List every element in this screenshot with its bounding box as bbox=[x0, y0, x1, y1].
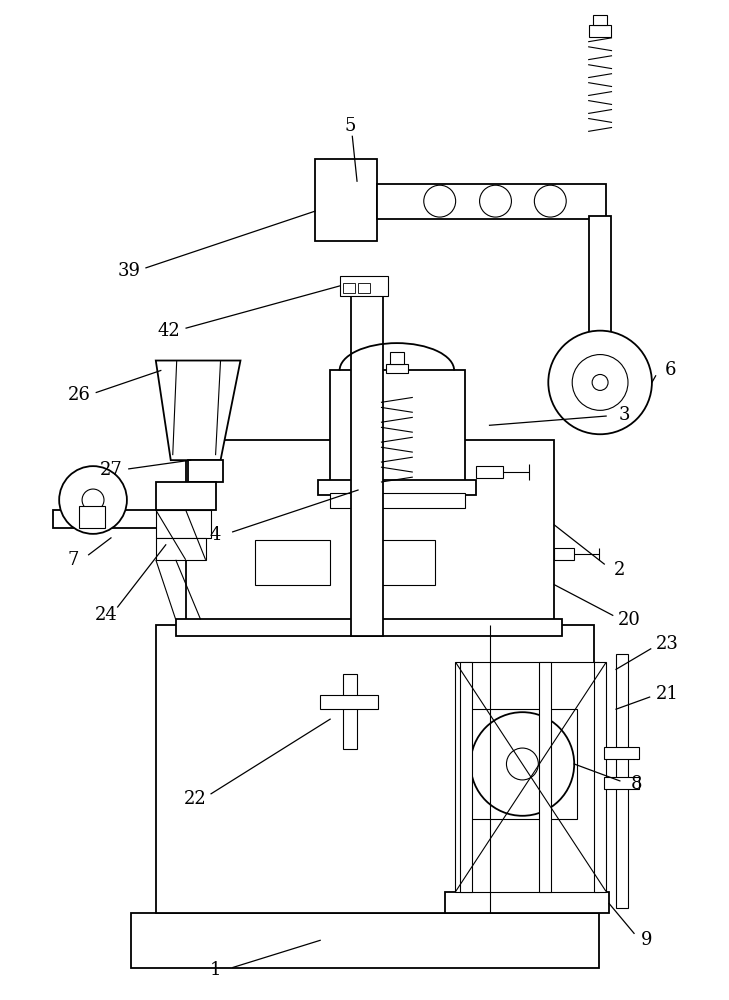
Bar bbox=[445, 892, 609, 913]
Bar bbox=[386, 364, 408, 373]
Text: 21: 21 bbox=[655, 685, 678, 703]
Bar bbox=[340, 276, 388, 296]
Bar bbox=[351, 278, 383, 636]
Text: 39: 39 bbox=[117, 262, 141, 280]
Circle shape bbox=[82, 489, 104, 511]
Bar bbox=[475, 466, 504, 478]
Text: 27: 27 bbox=[100, 461, 122, 479]
Bar bbox=[467, 709, 577, 819]
Circle shape bbox=[592, 374, 608, 390]
Text: 22: 22 bbox=[184, 790, 207, 808]
Bar bbox=[616, 654, 628, 908]
Bar bbox=[390, 352, 404, 364]
Bar bbox=[156, 625, 594, 913]
Bar bbox=[320, 695, 378, 709]
Bar bbox=[455, 662, 599, 892]
Text: 24: 24 bbox=[95, 606, 117, 624]
Circle shape bbox=[572, 355, 628, 410]
Bar bbox=[358, 283, 370, 293]
Bar bbox=[593, 15, 607, 25]
Bar bbox=[360, 540, 434, 585]
Bar bbox=[318, 480, 475, 495]
Text: 6: 6 bbox=[665, 361, 677, 379]
Bar bbox=[343, 674, 357, 749]
Bar bbox=[315, 159, 377, 241]
Bar bbox=[186, 440, 554, 625]
Text: 23: 23 bbox=[655, 635, 678, 653]
Circle shape bbox=[548, 331, 652, 434]
Bar bbox=[156, 538, 206, 560]
Circle shape bbox=[59, 466, 127, 534]
Bar bbox=[330, 370, 464, 485]
Bar bbox=[594, 662, 606, 892]
Bar bbox=[156, 482, 216, 510]
Bar bbox=[176, 619, 562, 636]
Bar bbox=[460, 662, 472, 892]
Text: 8: 8 bbox=[631, 775, 643, 793]
Bar bbox=[187, 460, 222, 482]
Circle shape bbox=[424, 185, 456, 217]
Text: 7: 7 bbox=[67, 551, 79, 569]
Bar bbox=[604, 777, 639, 789]
Bar bbox=[554, 548, 574, 560]
Circle shape bbox=[507, 748, 538, 780]
Bar bbox=[589, 25, 611, 37]
Text: 1: 1 bbox=[210, 961, 222, 979]
Bar bbox=[377, 184, 606, 219]
Bar bbox=[539, 662, 551, 892]
Text: 5: 5 bbox=[344, 117, 356, 135]
Polygon shape bbox=[156, 361, 241, 460]
Circle shape bbox=[471, 712, 574, 816]
Bar bbox=[330, 493, 464, 508]
Circle shape bbox=[480, 185, 512, 217]
Text: 9: 9 bbox=[642, 931, 652, 949]
Circle shape bbox=[534, 185, 566, 217]
Bar bbox=[343, 283, 355, 293]
Bar bbox=[156, 510, 211, 538]
Bar bbox=[131, 913, 599, 968]
Bar bbox=[604, 747, 639, 759]
Text: 20: 20 bbox=[617, 611, 640, 629]
Text: 26: 26 bbox=[68, 386, 90, 404]
Text: 2: 2 bbox=[613, 561, 625, 579]
Bar bbox=[79, 506, 105, 528]
Bar bbox=[589, 216, 611, 351]
Bar bbox=[255, 540, 330, 585]
Text: 3: 3 bbox=[618, 406, 630, 424]
Text: 4: 4 bbox=[210, 526, 222, 544]
Bar bbox=[53, 510, 183, 528]
Text: 42: 42 bbox=[157, 322, 180, 340]
